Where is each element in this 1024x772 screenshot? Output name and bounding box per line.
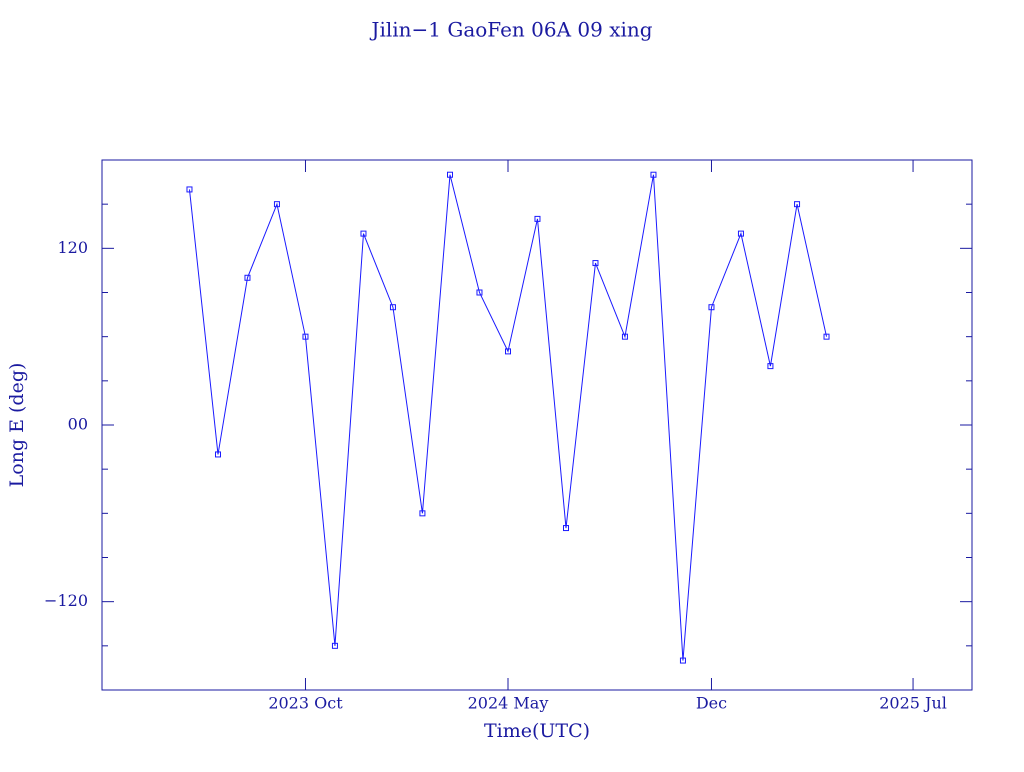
point-marker [592,260,599,267]
point-marker [679,657,686,664]
y-tick-label: 120 [57,238,88,257]
point-marker [534,215,541,222]
x-tick-label: 2025 Jul [879,694,947,713]
point-marker [419,510,426,517]
point-marker [302,333,309,340]
point-marker [505,348,511,355]
point-marker [823,333,830,340]
point-marker [708,304,715,311]
y-tick-label: 00 [68,415,88,434]
point-marker [794,201,801,208]
y-axis-label: Long E (deg) [6,363,28,488]
point-marker [389,304,396,311]
point-marker [737,230,744,237]
x-axis-label: Time(UTC) [484,720,590,742]
x-tick-label: Dec [696,694,727,713]
point-marker [273,201,280,208]
y-tick-label: −120 [44,591,88,610]
chart-title: Jilin−1 GaoFen 06A 09 xing [369,18,652,42]
plot-frame [101,159,973,691]
point-marker [650,171,657,178]
point-marker [563,525,569,532]
series-line [188,174,828,661]
point-marker [447,171,453,178]
x-tick-label: 2024 May [468,694,549,713]
point-marker [215,451,221,458]
point-marker [476,289,483,296]
x-tick-label: 2023 Oct [268,694,343,713]
point-marker [360,230,367,237]
point-marker [244,274,251,281]
point-marker [186,186,193,193]
point-marker [621,333,628,340]
point-marker [767,363,774,370]
point-marker [331,642,338,649]
